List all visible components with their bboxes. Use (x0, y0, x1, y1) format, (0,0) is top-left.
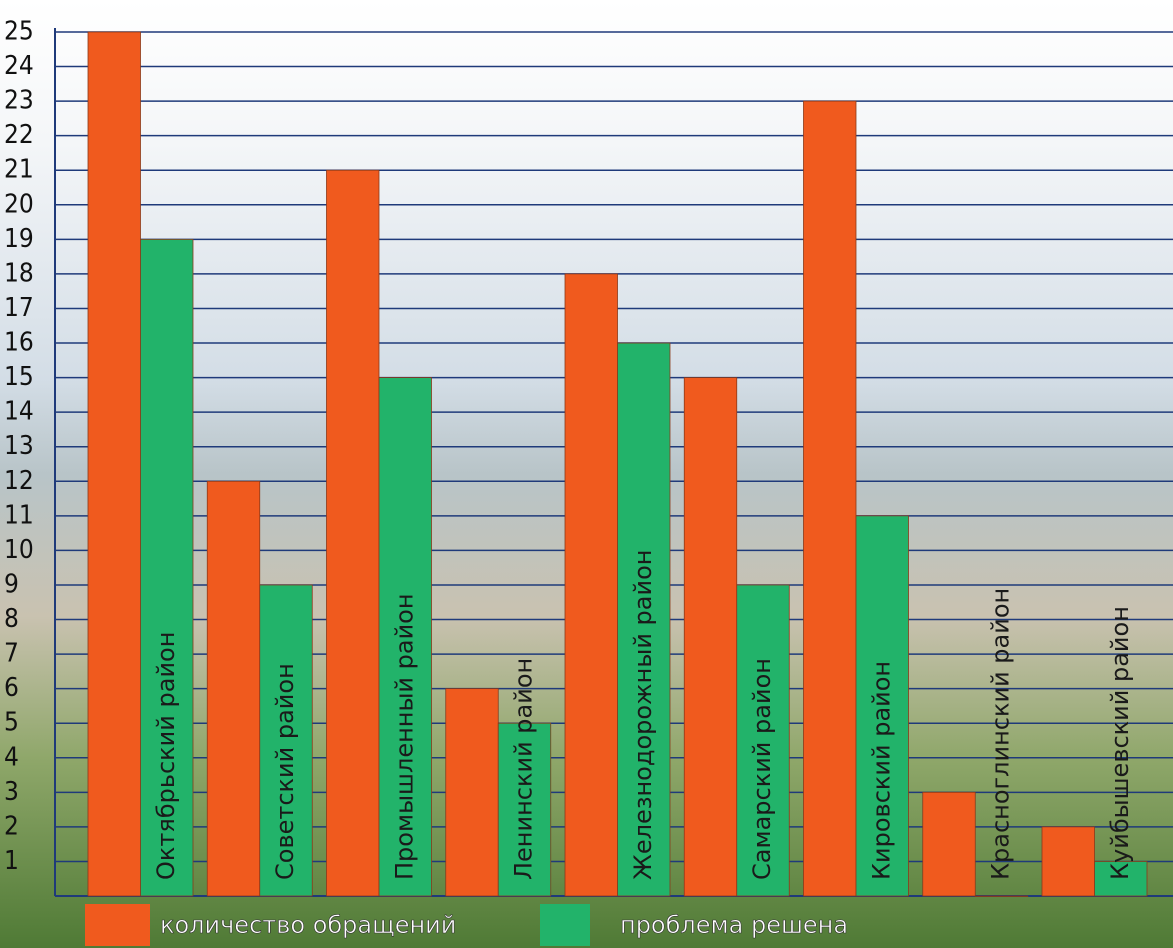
bar (736, 584, 790, 897)
y-tick-label: 15 (4, 362, 34, 392)
bar (922, 791, 976, 897)
y-tick-label: 1 (4, 846, 19, 876)
y-tick-label: 12 (4, 466, 34, 496)
bar (140, 238, 194, 897)
bar (378, 377, 432, 897)
category-label: Советский район (271, 663, 299, 880)
y-tick-label: 13 (4, 431, 34, 461)
bar (326, 169, 380, 897)
y-tick-label: 11 (4, 500, 34, 530)
y-tick-label: 2 (4, 811, 19, 841)
y-tick-label: 21 (4, 155, 34, 185)
y-tick-label: 16 (4, 328, 34, 358)
y-tick-label: 4 (4, 742, 19, 772)
bar (1041, 826, 1095, 897)
y-tick-label: 14 (4, 397, 34, 427)
bar (803, 100, 857, 897)
category-label: Железнодорожный район (629, 550, 657, 880)
y-tick-label: 18 (4, 258, 34, 288)
y-tick-label: 6 (4, 673, 19, 703)
y-tick-label: 25 (4, 17, 34, 47)
y-tick-label: 9 (4, 569, 19, 599)
bar (497, 722, 552, 897)
bar (87, 31, 141, 897)
bar (564, 273, 618, 897)
y-tick-label: 17 (4, 293, 34, 323)
bar (683, 377, 738, 897)
category-label: Кировский район (867, 661, 895, 880)
legend-swatch (85, 904, 150, 946)
y-tick-label: 24 (4, 51, 34, 81)
category-label: Самарский район (748, 658, 776, 880)
bar (617, 342, 671, 897)
bar (259, 584, 313, 897)
bar (855, 515, 909, 897)
y-tick-label: 23 (4, 86, 34, 116)
bar (974, 895, 1029, 897)
category-label: Куйбышевский район (1106, 606, 1134, 880)
y-tick-label: 5 (4, 708, 19, 738)
legend-swatch (540, 904, 590, 946)
bar (445, 688, 499, 897)
y-tick-label: 22 (4, 120, 34, 150)
y-tick-label: 10 (4, 535, 34, 565)
bar (206, 480, 261, 897)
category-label: Октябрьский район (152, 632, 180, 880)
legend-label: количество обращений (160, 911, 456, 939)
category-label: Промышленный район (390, 593, 418, 880)
bar (1094, 861, 1148, 897)
y-tick-label: 7 (4, 639, 19, 669)
y-tick-label: 8 (4, 604, 19, 634)
category-label: Ленинский район (510, 658, 538, 880)
category-label: Красноглинский район (987, 588, 1015, 880)
y-tick-label: 19 (4, 224, 34, 254)
y-tick-label: 20 (4, 189, 34, 219)
legend-label: проблема решена (620, 911, 848, 939)
y-tick-label: 3 (4, 777, 19, 807)
